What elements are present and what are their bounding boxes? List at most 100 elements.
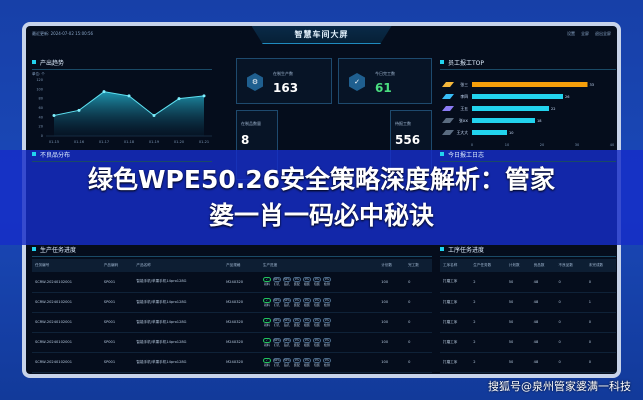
data-point <box>202 94 206 98</box>
bar-category-label: 李四 <box>460 94 468 99</box>
x-tick-label: 01-17 <box>99 140 109 144</box>
table-cell: 100 <box>378 352 406 373</box>
table-row[interactable]: 打磨工序 2 50 48 0 0 <box>440 332 616 353</box>
rank-badge-icon <box>442 118 454 123</box>
bar <box>472 82 588 87</box>
table-row[interactable]: SCRW-20240102001 SP001 智能手机/苹果手机14pro128G M… <box>32 332 432 353</box>
bar-category-label: 张三 <box>460 82 468 87</box>
step-status: 0% <box>292 317 301 323</box>
step-status: 60% <box>272 277 281 283</box>
stat-label: 今日完工数 <box>375 71 395 76</box>
step-label: 包装 <box>313 282 320 287</box>
today-log-title: 今日报工日志 <box>440 150 616 162</box>
table-row[interactable]: 打磨工序 2 50 48 0 0 <box>440 272 616 293</box>
progress-step: 0% 组装 <box>302 317 311 327</box>
table-cell: 0 <box>405 292 432 313</box>
step-label: 包装 <box>313 322 320 327</box>
progress-step: 0% 装配 <box>292 337 301 347</box>
progress-step: 50% 钻孔 <box>282 337 291 347</box>
bar <box>472 106 549 111</box>
progress-step: 0% 包装 <box>312 297 321 307</box>
rank-badge-icon <box>442 106 454 111</box>
step-label: 钻孔 <box>283 342 290 347</box>
table-row[interactable]: SCRW-20240102001 SP001 智能手机/苹果手机14pro128G M… <box>32 292 432 313</box>
step-label: 检测 <box>323 302 330 307</box>
production-table: 任务编号 产品编码 产品名称 产品规格 生产进度 计划数 完工数 SCRW-202401020… <box>32 259 432 373</box>
bar-value-label: 10 <box>509 131 513 135</box>
update-time: 最近更新: 2024-07-02 15:00:56 <box>32 31 94 36</box>
bar <box>472 118 535 123</box>
y-tick-label: 100 <box>36 87 43 91</box>
column-header: 产品编码 <box>100 259 134 272</box>
progress-steps: ✓ 领料 60% 打孔 50% 钻孔 0% 装配 0% 组装 0% 包装 0% 检测 <box>259 352 379 373</box>
stat-label: 待报工数 <box>395 121 411 126</box>
x-tick-label: 01-19 <box>149 140 159 144</box>
table-cell: SP001 <box>100 312 134 333</box>
top-workers-chart: 张三 33 李四 26 王五 22 张XX 18 王大大 10 0 10 20 30 40 <box>442 82 614 147</box>
stat-value: 556 <box>395 133 421 147</box>
step-label: 包装 <box>313 362 320 367</box>
process-table: 工序名称 生产任务数 计划数 良品数 不良品数 未完成数 打磨工序 2 50 48 0 0 打磨工序 2 5… <box>440 259 616 373</box>
x-tick-label: 10 <box>505 143 509 147</box>
table-cell: 50 <box>505 352 531 373</box>
progress-step: 0% 包装 <box>312 277 321 287</box>
column-header: 任务编号 <box>32 259 101 272</box>
progress-step: 50% 钻孔 <box>282 317 291 327</box>
table-row[interactable]: SCRW-20240102001 SP001 智能手机/苹果手机14pro128G M… <box>32 352 432 373</box>
progress-step: 0% 装配 <box>292 317 301 327</box>
step-status: 0% <box>292 337 301 343</box>
progress-step: 0% 组装 <box>302 297 311 307</box>
fullscreen-button[interactable]: 全屏 <box>581 31 589 36</box>
table-cell: 2 <box>470 292 506 313</box>
step-status: 60% <box>272 317 281 323</box>
step-status: 0% <box>292 297 301 303</box>
step-status: 50% <box>282 277 291 283</box>
table-cell: 智能手机/苹果手机14pro128G <box>133 292 224 313</box>
column-header: 产品规格 <box>223 259 260 272</box>
progress-step: 50% 钻孔 <box>282 277 291 286</box>
column-header: 良品数 <box>530 259 556 272</box>
step-label: 装配 <box>293 322 300 327</box>
check-icon: ✓ <box>349 73 365 91</box>
stat-card-in-production: ⚙ 在制生产数 163 <box>236 58 332 104</box>
step-label: 检测 <box>323 282 330 287</box>
table-cell: 智能手机/苹果手机14pro128G <box>133 352 224 373</box>
area-fill <box>54 91 204 136</box>
step-label: 钻孔 <box>283 362 290 367</box>
progress-steps: ✓ 领料 60% 打孔 50% 钻孔 0% 装配 0% 组装 0% 包装 0% 检测 <box>259 292 379 313</box>
production-progress-title: 生产任务进度 <box>32 245 432 257</box>
x-tick-label: 01-15 <box>49 140 59 144</box>
step-label: 组装 <box>303 302 310 307</box>
table-row[interactable]: SCRW-20240102001 SP001 智能手机/苹果手机14pro128G M… <box>32 272 432 293</box>
table-row[interactable]: SCRW-20240102001 SP001 智能手机/苹果手机14pro128G M… <box>32 312 432 333</box>
settings-button[interactable]: 设置 <box>567 31 575 36</box>
table-row[interactable]: 打磨工序 2 50 48 0 0 <box>440 352 616 373</box>
progress-step: 0% 检测 <box>322 277 331 287</box>
table-cell: 2 <box>470 272 506 293</box>
output-trend-chart: 0 20 40 60 80 100 120 01-15 01-16 01-17 01-18 01-19… <box>36 78 212 144</box>
exit-fullscreen-button[interactable]: 退出全屏 <box>595 31 611 36</box>
bar-category-label: 王五 <box>460 106 468 111</box>
table-cell: M24X320 <box>223 292 260 313</box>
progress-step: 0% 装配 <box>292 357 301 367</box>
step-status: 0% <box>312 357 321 363</box>
table-cell: 50 <box>505 312 531 333</box>
step-status: 50% <box>282 297 291 303</box>
step-status: 0% <box>322 337 331 343</box>
progress-step: 0% 包装 <box>312 317 321 327</box>
table-cell: SP001 <box>100 272 134 293</box>
step-label: 领料 <box>263 322 270 327</box>
step-label: 组装 <box>303 322 310 327</box>
step-label: 打孔 <box>273 302 280 307</box>
step-label: 组装 <box>303 282 310 287</box>
table-cell: M24X320 <box>223 332 260 353</box>
progress-step: 0% 检测 <box>322 357 331 367</box>
table-cell: 100 <box>378 332 406 353</box>
step-status: 60% <box>272 297 281 303</box>
table-row[interactable]: 打磨工序 2 50 48 0 0 <box>440 312 616 333</box>
table-row[interactable]: 打磨工序 2 50 48 0 1 <box>440 292 616 313</box>
progress-step: 60% 打孔 <box>272 317 281 327</box>
stat-label: 在制生产数 <box>273 71 293 76</box>
table-cell: 0 <box>405 332 432 353</box>
step-status: 0% <box>312 337 321 343</box>
